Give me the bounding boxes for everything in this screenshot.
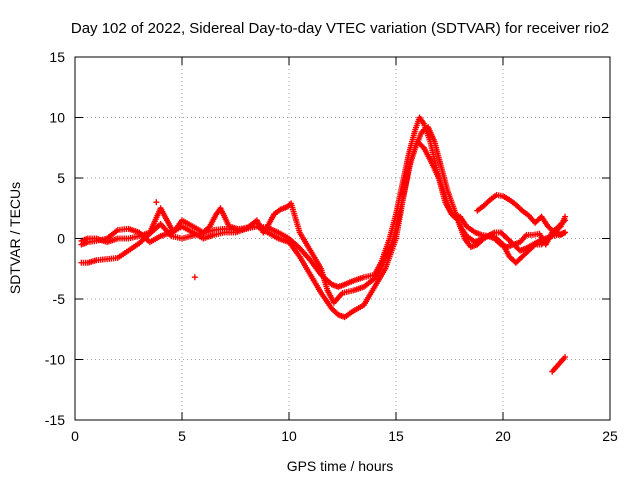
chart-title: Day 102 of 2022, Sidereal Day-to-day VTE… [71,20,609,37]
grid [75,57,610,420]
x-tick-label: 0 [71,428,79,444]
data-point-marker [530,242,537,249]
data-point-marker [562,213,569,220]
data-point-marker [153,199,160,206]
x-tick-label: 25 [602,428,618,444]
data-points [78,114,569,375]
data-point-marker [453,216,460,223]
x-tick-label: 10 [281,428,297,444]
data-point-marker [562,354,569,361]
y-tick-label: -15 [45,412,65,428]
x-tick-label: 5 [178,428,186,444]
y-tick-label: 15 [49,49,65,65]
data-point-marker [556,224,563,231]
y-tick-label: 10 [49,110,65,126]
x-tick-label: 15 [388,428,404,444]
data-point-marker [562,229,569,236]
y-tick-label: -10 [45,352,65,368]
data-point-marker [191,274,198,281]
y-tick-label: 5 [57,170,65,186]
x-tick-label: 20 [495,428,511,444]
axis-ticks: 0 5 10 15 20 25 -15 -10 -5 0 5 10 15 [45,49,618,444]
y-axis-label: SDTVAR / TECUs [7,182,23,294]
x-axis-label: GPS time / hours [287,458,394,474]
y-tick-label: -5 [53,291,66,307]
y-tick-label: 0 [57,231,65,247]
